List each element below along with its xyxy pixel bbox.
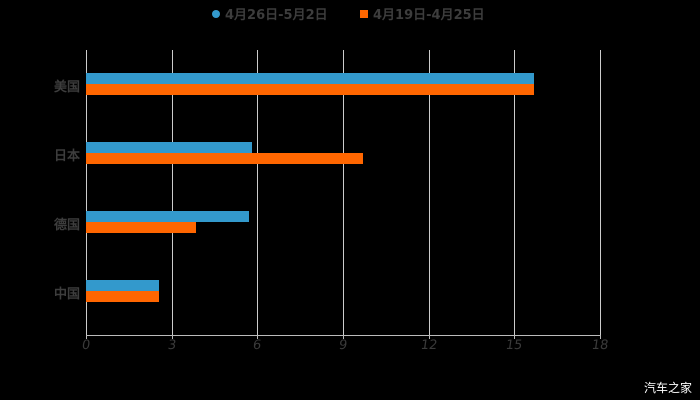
bar[interactable] — [86, 211, 249, 222]
gridline — [600, 50, 601, 335]
category-label: 德国 — [53, 218, 80, 233]
axis-tick — [600, 335, 601, 339]
x-axis-line — [86, 335, 601, 336]
legend-label: 4月26日-5月2日 — [225, 8, 328, 23]
legend-item-series1[interactable]: 4月26日-5月2日 — [212, 4, 328, 23]
bar[interactable] — [86, 291, 159, 302]
legend-label: 4月19日-4月25日 — [373, 8, 485, 23]
bar[interactable] — [86, 73, 534, 84]
axis-tick — [172, 335, 173, 339]
gridline — [172, 50, 173, 335]
bar[interactable] — [86, 153, 363, 164]
x-tick-label: 12 — [419, 338, 439, 353]
watermark: 汽车之家 — [643, 381, 692, 395]
axis-tick — [429, 335, 430, 339]
gridline — [257, 50, 258, 335]
gridline — [343, 50, 344, 335]
x-tick-label: 9 — [337, 338, 349, 353]
x-tick-label: 18 — [590, 338, 610, 353]
category-label: 美国 — [53, 80, 80, 95]
category-label: 日本 — [53, 149, 80, 164]
x-tick-label: 3 — [166, 338, 178, 353]
axis-tick — [257, 335, 258, 339]
legend: 4月26日-5月2日 4月19日-4月25日 — [0, 4, 700, 24]
gridline — [514, 50, 515, 335]
axis-tick — [343, 335, 344, 339]
axis-tick — [86, 335, 87, 339]
bar[interactable] — [86, 222, 196, 233]
bar[interactable] — [86, 142, 252, 153]
legend-item-series2[interactable]: 4月19日-4月25日 — [360, 4, 485, 23]
square-marker-icon — [360, 9, 368, 18]
axis-tick — [514, 335, 515, 339]
x-tick-label: 6 — [251, 338, 263, 353]
gridline — [86, 50, 87, 335]
circle-marker-icon — [212, 9, 220, 18]
gridline — [429, 50, 430, 335]
x-tick-label: 0 — [80, 338, 92, 353]
category-label: 中国 — [53, 287, 80, 302]
bar[interactable] — [86, 84, 534, 95]
x-tick-label: 15 — [504, 338, 524, 353]
bar[interactable] — [86, 280, 159, 291]
